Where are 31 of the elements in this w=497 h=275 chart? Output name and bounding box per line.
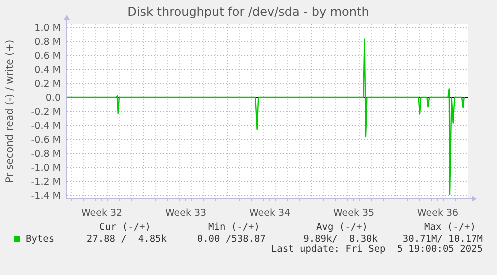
y-tick-label: -1.2 M xyxy=(31,177,61,188)
y-tick-label: 0.8 M xyxy=(34,37,61,48)
y-tick-label: -0.2 M xyxy=(31,107,61,118)
x-tick-label: Week 36 xyxy=(417,208,459,219)
y-tick-label: 0.4 M xyxy=(34,65,61,76)
y-tick-label: -0.8 M xyxy=(31,149,61,160)
y-tick-label: 0.6 M xyxy=(34,51,61,62)
text: 9.89k/ 8.30k xyxy=(304,234,378,245)
y-tick-label: -0.6 M xyxy=(31,135,61,146)
text: 27.88 / 4.85k xyxy=(86,234,168,245)
chart-title: Disk throughput for /dev/sda - by month xyxy=(128,5,370,19)
x-tick-label: Week 34 xyxy=(249,208,291,219)
x-tick-label: Week 32 xyxy=(81,208,123,219)
y-axis-title: Pr second read (-) / write (+) xyxy=(5,40,16,184)
y-tick-label: -1.0 M xyxy=(31,163,61,174)
y-tick-label: -1.4 M xyxy=(31,191,61,202)
text: Min (-/+) xyxy=(208,222,260,233)
text: 0.00 /538.87 xyxy=(197,234,266,245)
x-tick-label: Week 35 xyxy=(333,208,375,219)
y-tick-label: 1.0 M xyxy=(34,23,61,34)
text: Cur (-/+) xyxy=(100,222,151,233)
y-tick-label: 0.2 M xyxy=(34,79,61,90)
line-series xyxy=(66,38,465,196)
y-tick-label: 0.0 xyxy=(46,93,61,104)
legend-label: Bytes xyxy=(26,234,55,245)
text: Avg (-/+) xyxy=(316,222,368,233)
text: 30.71M/ 10.17M xyxy=(402,234,484,245)
text: Max (-/+) xyxy=(424,222,476,233)
text: Last update: Fri Sep 5 19:00:05 2025 xyxy=(271,244,483,255)
y-tick-label: -0.4 M xyxy=(31,121,61,132)
x-tick-label: Week 33 xyxy=(165,208,207,219)
